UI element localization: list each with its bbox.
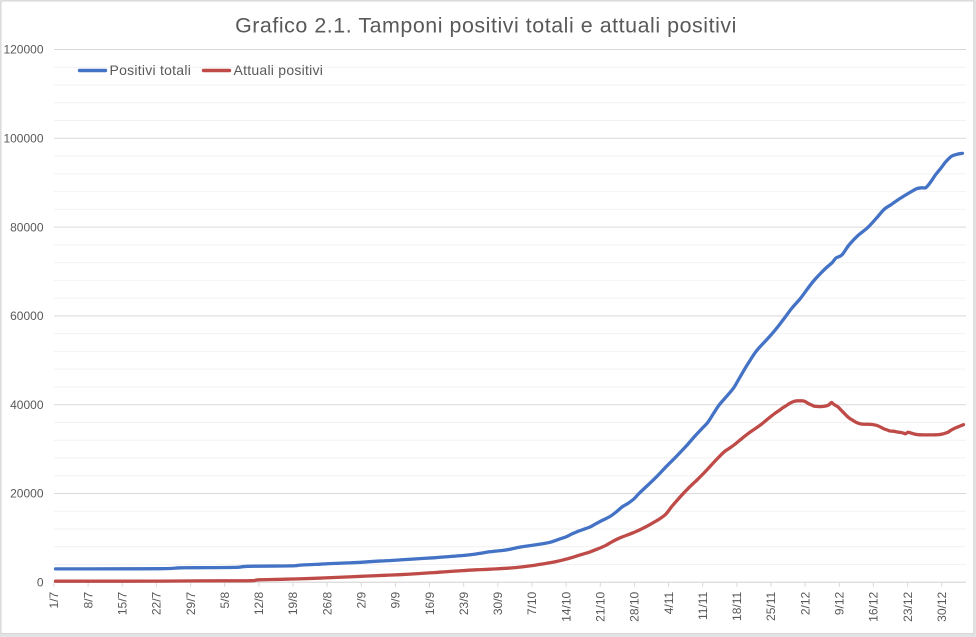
svg-text:Grafico 2.1. Tamponi positivi: Grafico 2.1. Tamponi positivi totali e a… <box>235 14 737 38</box>
svg-text:22/7: 22/7 <box>150 591 164 615</box>
svg-text:18/11: 18/11 <box>730 591 744 620</box>
svg-text:9/12: 9/12 <box>832 591 846 615</box>
svg-text:20000: 20000 <box>10 487 44 501</box>
svg-text:29/7: 29/7 <box>184 591 198 615</box>
svg-text:5/8: 5/8 <box>218 591 232 608</box>
svg-text:8/7: 8/7 <box>81 591 95 608</box>
svg-text:19/8: 19/8 <box>286 591 300 615</box>
svg-text:Positivi totali: Positivi totali <box>110 62 192 78</box>
svg-text:30/9: 30/9 <box>491 591 505 615</box>
svg-text:40000: 40000 <box>10 398 44 412</box>
svg-text:80000: 80000 <box>10 220 44 234</box>
svg-text:21/10: 21/10 <box>593 591 607 621</box>
svg-text:120000: 120000 <box>3 43 43 57</box>
svg-text:16/12: 16/12 <box>867 591 881 621</box>
svg-text:2/12: 2/12 <box>798 591 812 615</box>
svg-text:23/12: 23/12 <box>901 591 915 621</box>
svg-text:9/9: 9/9 <box>389 591 403 608</box>
svg-text:4/11: 4/11 <box>662 591 676 614</box>
svg-text:1/7: 1/7 <box>47 591 61 608</box>
svg-text:12/8: 12/8 <box>252 591 266 615</box>
svg-text:30/12: 30/12 <box>935 591 949 621</box>
svg-text:Attuali positivi: Attuali positivi <box>234 62 324 78</box>
svg-text:15/7: 15/7 <box>115 591 129 615</box>
svg-text:28/10: 28/10 <box>628 591 642 621</box>
svg-text:2/9: 2/9 <box>354 591 368 608</box>
svg-text:100000: 100000 <box>3 132 43 146</box>
svg-text:26/8: 26/8 <box>320 591 334 615</box>
svg-text:7/10: 7/10 <box>525 591 539 615</box>
svg-text:0: 0 <box>37 576 44 590</box>
svg-text:16/9: 16/9 <box>423 591 437 615</box>
svg-text:25/11: 25/11 <box>764 591 778 620</box>
svg-text:11/11: 11/11 <box>696 591 710 620</box>
svg-text:14/10: 14/10 <box>559 591 573 621</box>
svg-text:60000: 60000 <box>10 309 44 323</box>
svg-text:23/9: 23/9 <box>457 591 471 615</box>
